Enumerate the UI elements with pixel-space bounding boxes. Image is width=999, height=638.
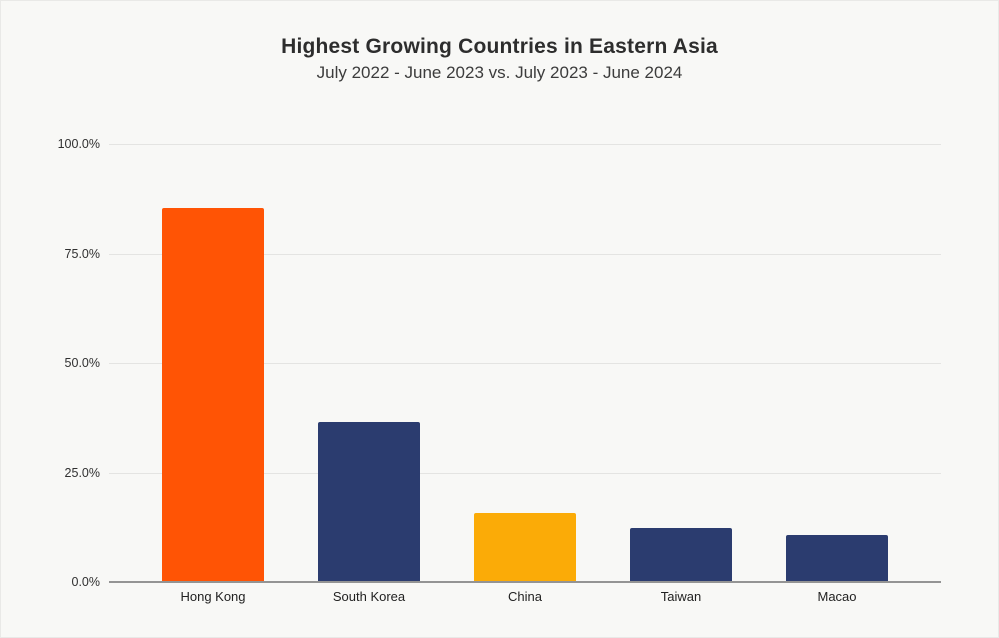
y-tick-label-100: 100.0%: [57, 137, 100, 151]
category-label-macao: Macao: [817, 589, 857, 604]
bar-slot-south-korea: South Korea: [291, 144, 447, 604]
bar-slot-hong-kong: Hong Kong: [135, 144, 291, 604]
x-axis-line: [109, 581, 941, 583]
bar-china: [474, 512, 576, 582]
y-tick-label-50: 50.0%: [64, 356, 100, 370]
gridline-100: [109, 144, 941, 145]
category-label-hong-kong: Hong Kong: [180, 589, 246, 604]
category-label-south-korea: South Korea: [332, 589, 406, 604]
gridline-75: [109, 253, 941, 255]
bar-slot-china: China: [447, 144, 603, 604]
bar-taiwan: [630, 528, 732, 582]
gridline-50: [109, 363, 941, 364]
chart-subtitle: July 2022 - June 2023 vs. July 2023 - Ju…: [316, 63, 683, 82]
bar-macao: [786, 535, 888, 582]
y-tick-label-75: 75.0%: [64, 246, 100, 261]
category-label-taiwan: Taiwan: [660, 589, 702, 604]
category-label-china: China: [508, 589, 542, 604]
y-tick-label-25: 25.0%: [64, 465, 100, 480]
y-tick-label-0: 0.0%: [71, 575, 101, 589]
bars-row: Hong Kong South Korea China Taiwan Macao: [109, 144, 941, 604]
plot-area: 100.0% 75.0% 50.0% 25.0% 0.0% Hong Kong South …: [58, 137, 941, 604]
bar-south-korea: [318, 422, 420, 582]
bar-hong-kong: [162, 207, 264, 582]
chart-title: Highest Growing Countries in Eastern Asi…: [281, 35, 718, 58]
gridline-25: [109, 472, 941, 474]
bar-slot-taiwan: Taiwan: [603, 144, 759, 604]
bar-slot-macao: Macao: [759, 144, 915, 604]
